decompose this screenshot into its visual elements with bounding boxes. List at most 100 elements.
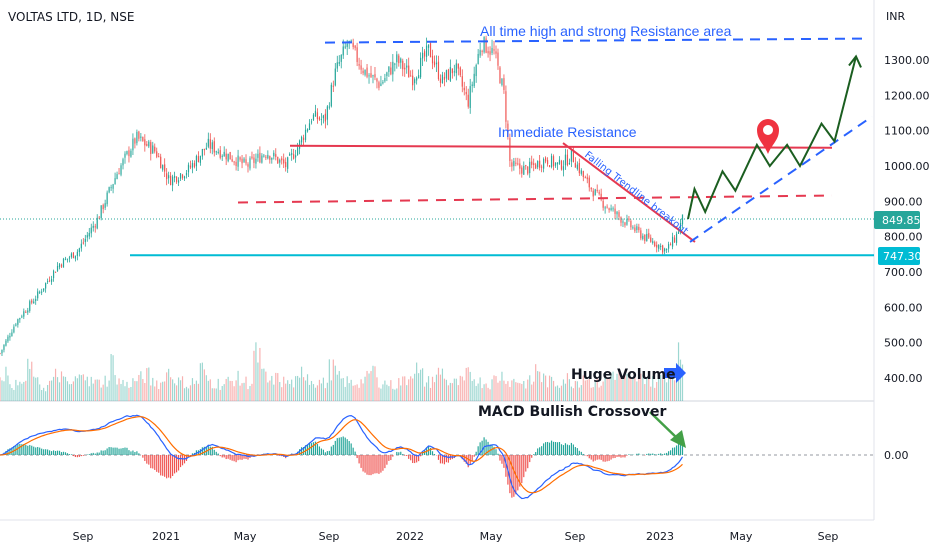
candle-body (406, 65, 408, 68)
candle-body (644, 234, 646, 241)
volume-bar (126, 381, 128, 401)
macd-histogram-bar (120, 448, 122, 455)
candle-body (304, 129, 307, 140)
macd-histogram-bar (160, 455, 162, 476)
candle-body (392, 61, 394, 75)
macd-histogram-bar (360, 455, 362, 468)
macd-histogram-bar (537, 448, 539, 455)
macd-histogram-bar (590, 455, 592, 460)
macd-histogram-bar (489, 444, 491, 455)
candle-body (324, 113, 326, 122)
volume-bar (116, 384, 118, 401)
macd-histogram-bar (606, 455, 608, 462)
candle-body (297, 147, 299, 156)
macd-panel (0, 414, 874, 500)
volume-bar (380, 388, 382, 401)
candle-body (425, 45, 428, 57)
projection-arrowhead (848, 54, 862, 68)
macd-histogram-bar (578, 450, 580, 455)
candle-body (570, 149, 572, 162)
volume-bar (602, 381, 604, 401)
candle-body (255, 158, 257, 164)
candle-body (132, 138, 134, 151)
candle-body (622, 221, 624, 223)
candle-body (441, 74, 444, 84)
volume-bar (166, 372, 168, 401)
volume-bar (489, 389, 491, 401)
macd-histogram-bar (134, 451, 136, 455)
volume-bar (636, 381, 638, 401)
volume-bar (668, 372, 670, 401)
candle-body (483, 37, 485, 53)
price-tick-label: 700.00 (884, 266, 923, 279)
volume-bar (302, 377, 305, 401)
macd-histogram-bar (380, 455, 382, 473)
macd-histogram-bar (21, 444, 23, 455)
volume-bar (372, 365, 374, 401)
volume-bar (388, 386, 390, 401)
macd-histogram-bar (497, 453, 499, 455)
candle-body (336, 62, 338, 69)
macd-histogram-bar (332, 444, 334, 455)
candle-body (398, 55, 400, 64)
volume-bar (168, 368, 170, 401)
candle-body (39, 291, 41, 293)
volume-bar (249, 386, 251, 401)
candle-body (21, 316, 23, 318)
macd-histogram-bar (564, 443, 567, 455)
candle-body (503, 78, 505, 90)
volume-bar (193, 383, 196, 401)
volume-bar (543, 373, 545, 401)
macd-histogram-bar (221, 455, 223, 458)
candle-body (652, 241, 654, 243)
candle-body (308, 123, 311, 131)
macd-histogram-bar (610, 455, 612, 460)
candle-body (243, 158, 245, 162)
macd-histogram-bar (441, 455, 444, 464)
time-tick-label: Sep (319, 530, 340, 543)
volume-bar (433, 382, 436, 401)
candle-body (104, 203, 106, 208)
volume-bar (253, 350, 255, 401)
volume-bar (398, 378, 400, 401)
volume-bar (170, 377, 172, 401)
macd-histogram-bar (102, 450, 104, 455)
macd-histogram-bar (144, 455, 146, 462)
macd-histogram-bar (662, 454, 664, 455)
volume-bar (350, 379, 352, 401)
volume-bar (156, 380, 158, 401)
candle-body (66, 258, 69, 260)
macd-histogram-bar (116, 447, 118, 455)
macd-histogram-bar (156, 455, 158, 472)
candle-body (209, 139, 211, 149)
candle-body (72, 252, 75, 259)
volume-bar (235, 380, 237, 401)
volume-bar (596, 377, 598, 401)
macd-histogram-bar (408, 455, 410, 459)
volume-bar (671, 374, 674, 401)
volume-bar (148, 367, 150, 401)
candle-body (541, 166, 543, 168)
volume-bar (422, 368, 424, 401)
macd-histogram-bar (199, 449, 201, 455)
candle-body (431, 56, 434, 64)
volume-bar (185, 386, 188, 401)
candle-body (120, 165, 122, 175)
volume-bar (231, 380, 233, 401)
volume-bar (291, 379, 293, 401)
volume-bar (201, 362, 203, 401)
candle-body (74, 255, 76, 259)
candle-body (267, 154, 269, 159)
candle-body (614, 208, 616, 214)
price-tick-label: 400.00 (884, 372, 923, 385)
macd-histogram-bar (114, 447, 116, 455)
macd-histogram-bar (227, 455, 229, 459)
macd-histogram-bar (471, 455, 473, 462)
candle-body (562, 166, 565, 171)
macd-histogram-bar (223, 455, 225, 458)
volume-bar (237, 370, 239, 401)
volume-bar (251, 383, 253, 401)
macd-histogram-bar (279, 455, 281, 456)
macd-histogram-bar (27, 445, 29, 455)
